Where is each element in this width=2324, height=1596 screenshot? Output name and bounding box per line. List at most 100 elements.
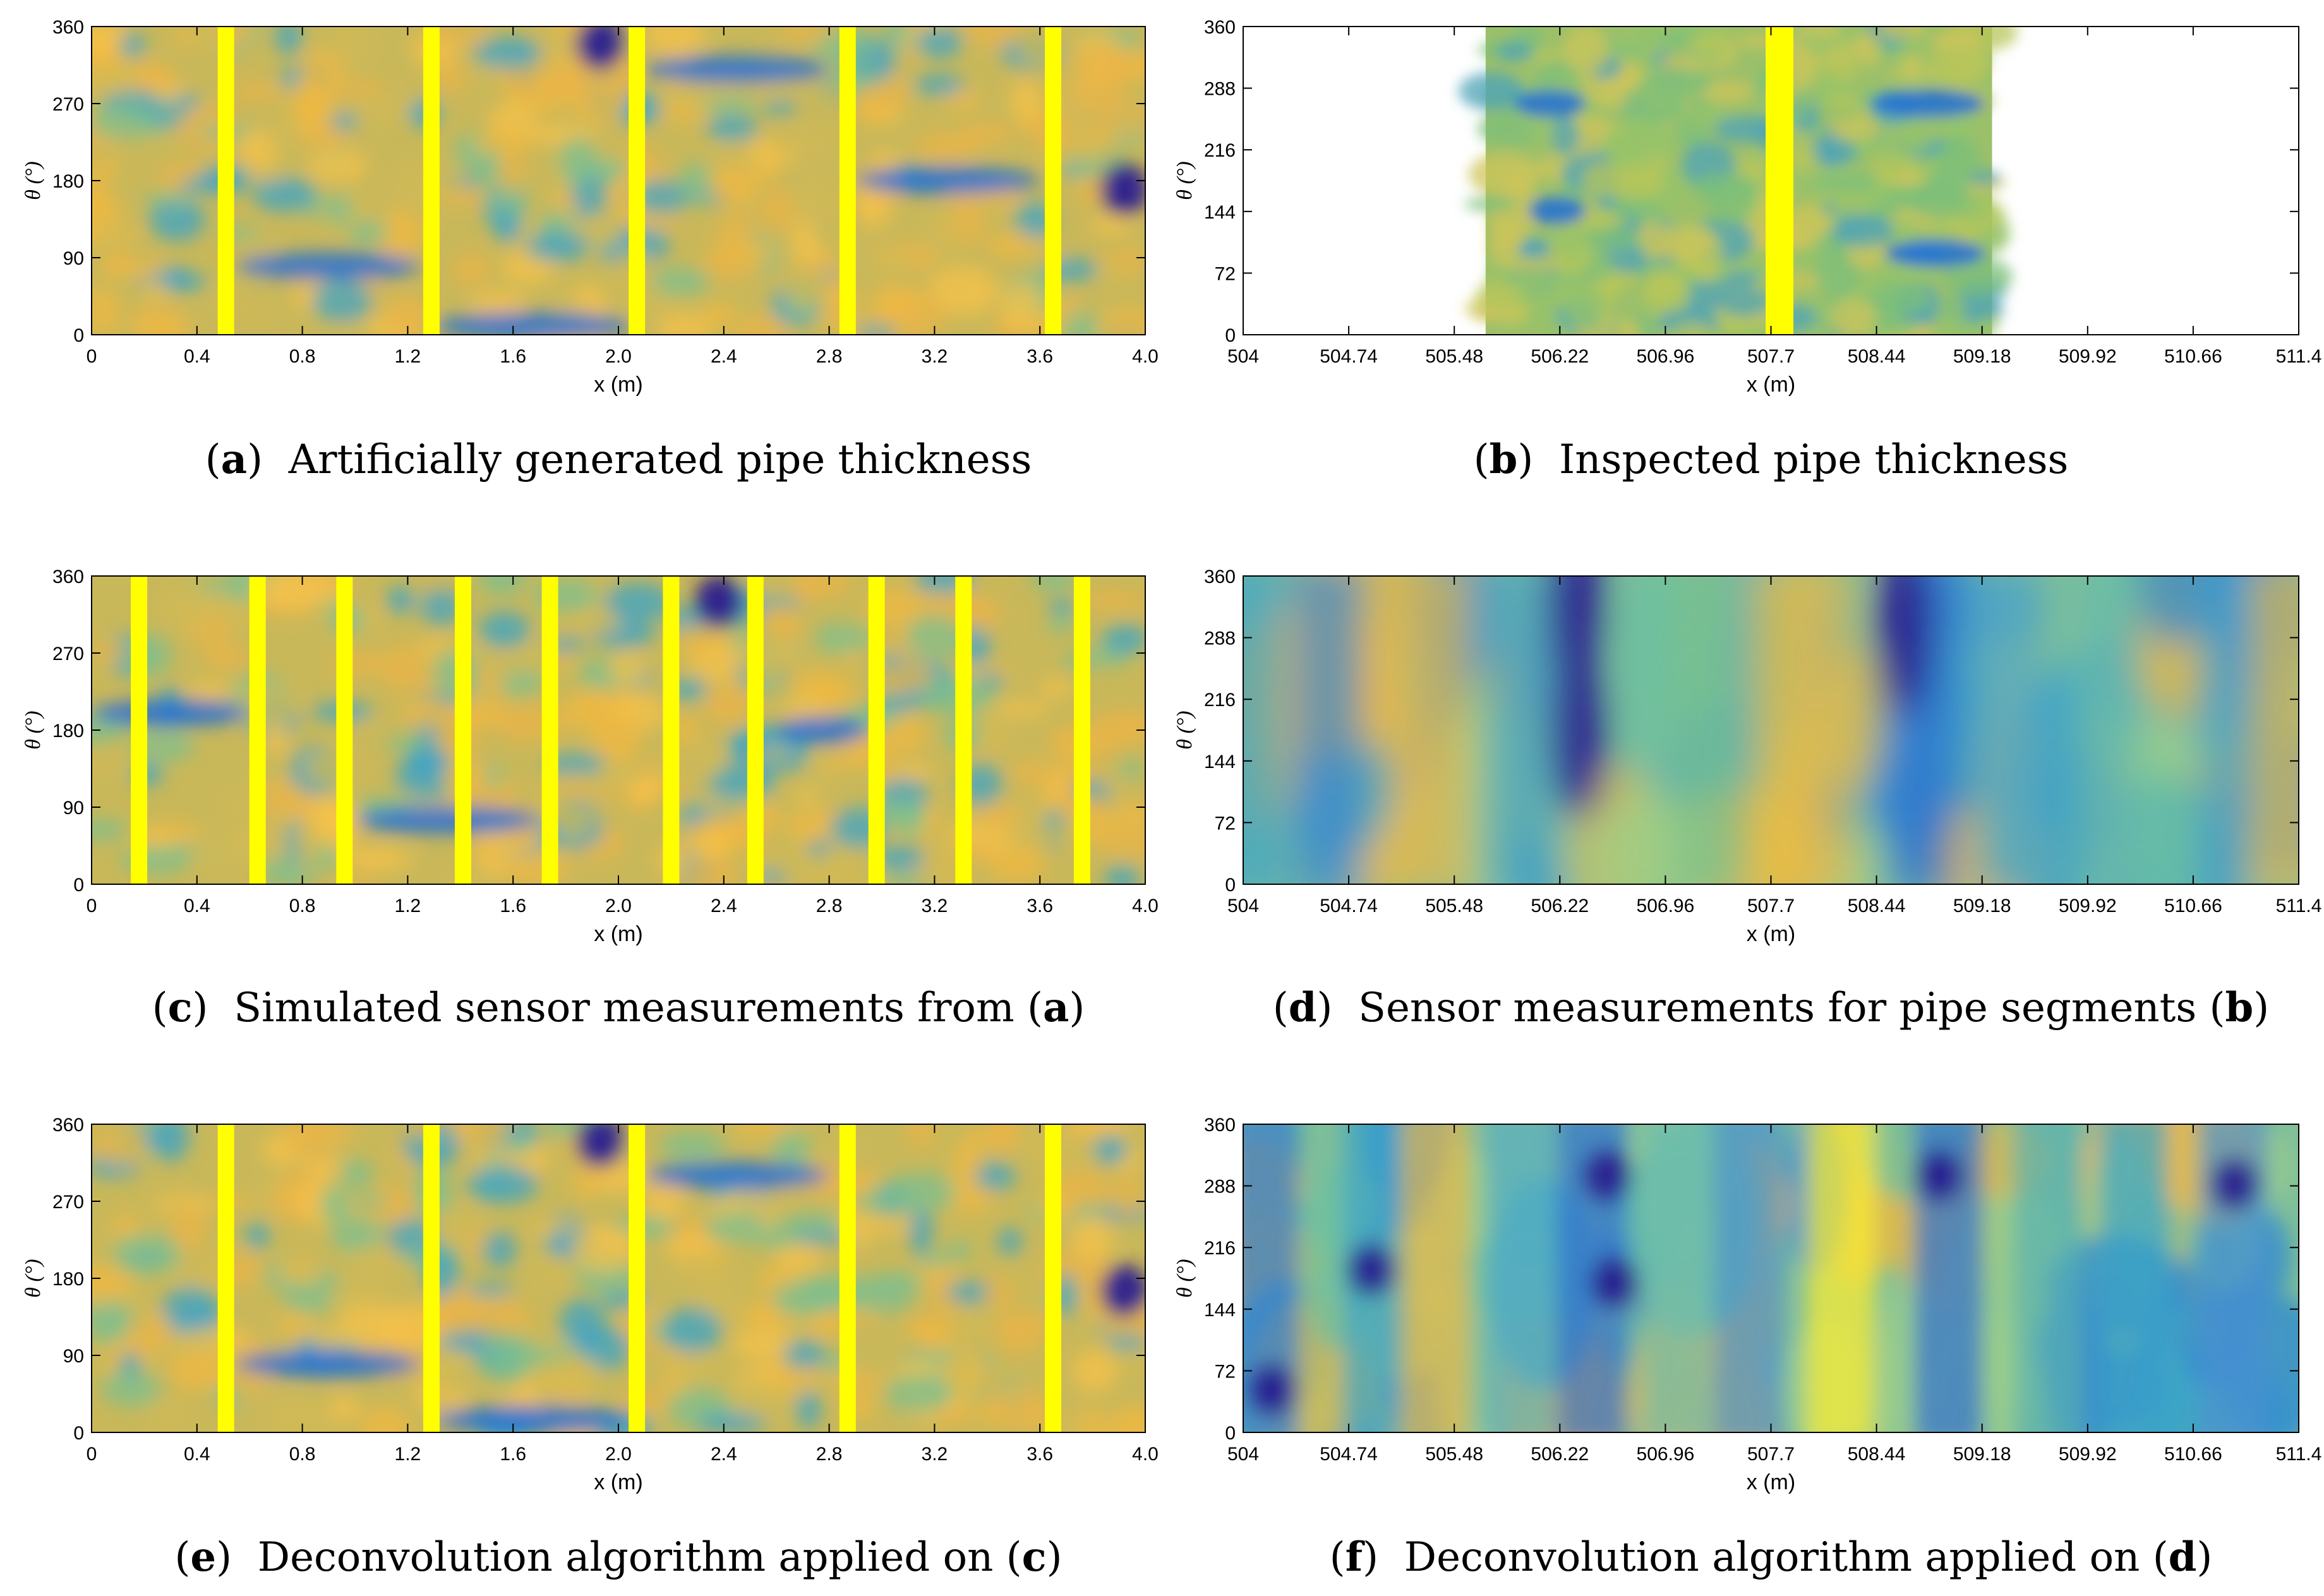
x-tick-label: 509.18 — [1953, 346, 2011, 367]
texture-blob — [994, 1312, 1056, 1328]
caption-a-text: Artificially generated pipe thickness — [288, 436, 1032, 483]
texture-blob — [857, 1192, 897, 1212]
texture-blob — [1600, 136, 1626, 159]
texture-blob — [1642, 270, 1689, 313]
x-tick-label: 0.4 — [184, 896, 210, 916]
texture-blob — [98, 260, 171, 275]
texture-blob — [793, 1230, 855, 1245]
caption-b-text: Inspected pipe thickness — [1559, 436, 2069, 483]
texture-blob — [1666, 224, 1714, 260]
texture-blob — [959, 121, 1013, 145]
texture-blob — [1039, 678, 1072, 698]
weld-band — [249, 576, 266, 884]
texture-blob — [858, 1372, 884, 1393]
texture-blob — [453, 1124, 510, 1147]
texture-blob — [1033, 754, 1060, 770]
texture-blob — [1016, 1130, 1053, 1152]
texture-blob — [1829, 297, 1877, 335]
blue-streak — [1870, 90, 1985, 117]
texture-blob — [488, 652, 546, 675]
texture-blob — [478, 611, 531, 649]
texture-blob — [1942, 256, 2013, 296]
texture-blob — [679, 1352, 717, 1376]
texture-blob — [1629, 27, 1662, 52]
texture-blob — [275, 27, 302, 55]
texture-blob — [913, 74, 966, 96]
weld-band — [1045, 27, 1062, 335]
texture-blob — [987, 1124, 1021, 1136]
caption-e: (e) Deconvolution algorithm applied on (… — [174, 1533, 1063, 1581]
y-tick-label: 0 — [73, 875, 84, 896]
y-tick-label: 270 — [52, 94, 84, 115]
texture-blob — [675, 624, 725, 656]
texture-blob — [816, 681, 858, 707]
texture-blob — [119, 32, 146, 57]
texture-blob — [1095, 308, 1145, 335]
texture-blob — [301, 51, 344, 101]
x-tick-label: 4.0 — [1132, 1444, 1159, 1465]
texture-blob — [872, 800, 928, 829]
texture-blob — [1458, 71, 1524, 111]
texture-blob — [609, 652, 649, 685]
texture-blob — [778, 27, 835, 41]
x-tick-label: 2.8 — [816, 346, 843, 367]
texture-blob — [773, 1130, 811, 1170]
x-tick-label: 0.4 — [184, 346, 210, 367]
texture-blob — [92, 160, 121, 177]
y-tick-label: 360 — [52, 1115, 84, 1136]
texture-blob — [252, 177, 316, 212]
texture-blob — [337, 1304, 400, 1347]
texture-blob — [695, 737, 724, 781]
texture-blob — [219, 793, 250, 817]
heatmap-texture-b — [1458, 27, 2018, 335]
texture-band — [2013, 1124, 2083, 1432]
y-tick-label: 216 — [1204, 690, 1236, 711]
texture-blob — [467, 1165, 539, 1204]
y-tick-label: 180 — [52, 721, 84, 741]
texture-blob — [2130, 760, 2202, 884]
texture-band — [1671, 576, 1741, 884]
texture-blob — [783, 1340, 826, 1370]
texture-blob — [92, 819, 128, 841]
texture-blob — [748, 1300, 781, 1317]
weld-band — [131, 576, 148, 884]
x-tick-label: 508.44 — [1848, 896, 1906, 916]
texture-blob — [304, 748, 369, 787]
caption-d-letter: d — [1288, 984, 1317, 1031]
texture-blob — [926, 835, 960, 884]
texture-blob — [993, 701, 1051, 717]
caption-a-letter: a — [220, 436, 248, 483]
texture-blob — [1100, 102, 1145, 136]
caption-c: (c) Simulated sensor measurements from (… — [152, 984, 1085, 1031]
texture-blob — [650, 268, 711, 296]
texture-blob — [1831, 217, 1894, 248]
texture-blob — [590, 711, 642, 762]
y-axis-label: θ (°) — [1173, 711, 1196, 749]
texture-blob — [769, 128, 840, 158]
texture-blob — [1496, 256, 1564, 270]
texture-blob — [97, 220, 126, 249]
texture-blob — [918, 1261, 956, 1289]
heatmap-a — [92, 27, 1145, 335]
x-tick-label: 1.6 — [500, 1444, 526, 1465]
caption-d-close: ) — [2253, 985, 2270, 1031]
texture-blob — [946, 1240, 973, 1259]
texture-blob — [659, 1130, 725, 1161]
texture-blob — [92, 1299, 133, 1343]
y-tick-label: 0 — [1225, 875, 1236, 896]
texture-blob — [918, 1253, 953, 1268]
texture-blob — [272, 576, 325, 609]
texture-blob — [926, 207, 960, 256]
texture-blob — [981, 801, 1021, 831]
weld-band — [336, 576, 353, 884]
y-tick-label: 144 — [1204, 752, 1236, 772]
texture-blob — [1936, 138, 1981, 183]
x-tick-label: 0 — [87, 346, 97, 367]
texture-blob — [1789, 131, 1815, 171]
x-tick-label: 508.44 — [1848, 346, 1906, 367]
y-tick-label: 144 — [1204, 1300, 1236, 1321]
texture-blob — [874, 845, 926, 872]
weld-band — [663, 576, 680, 884]
texture-blob — [713, 167, 758, 208]
texture-blob — [1100, 813, 1145, 829]
